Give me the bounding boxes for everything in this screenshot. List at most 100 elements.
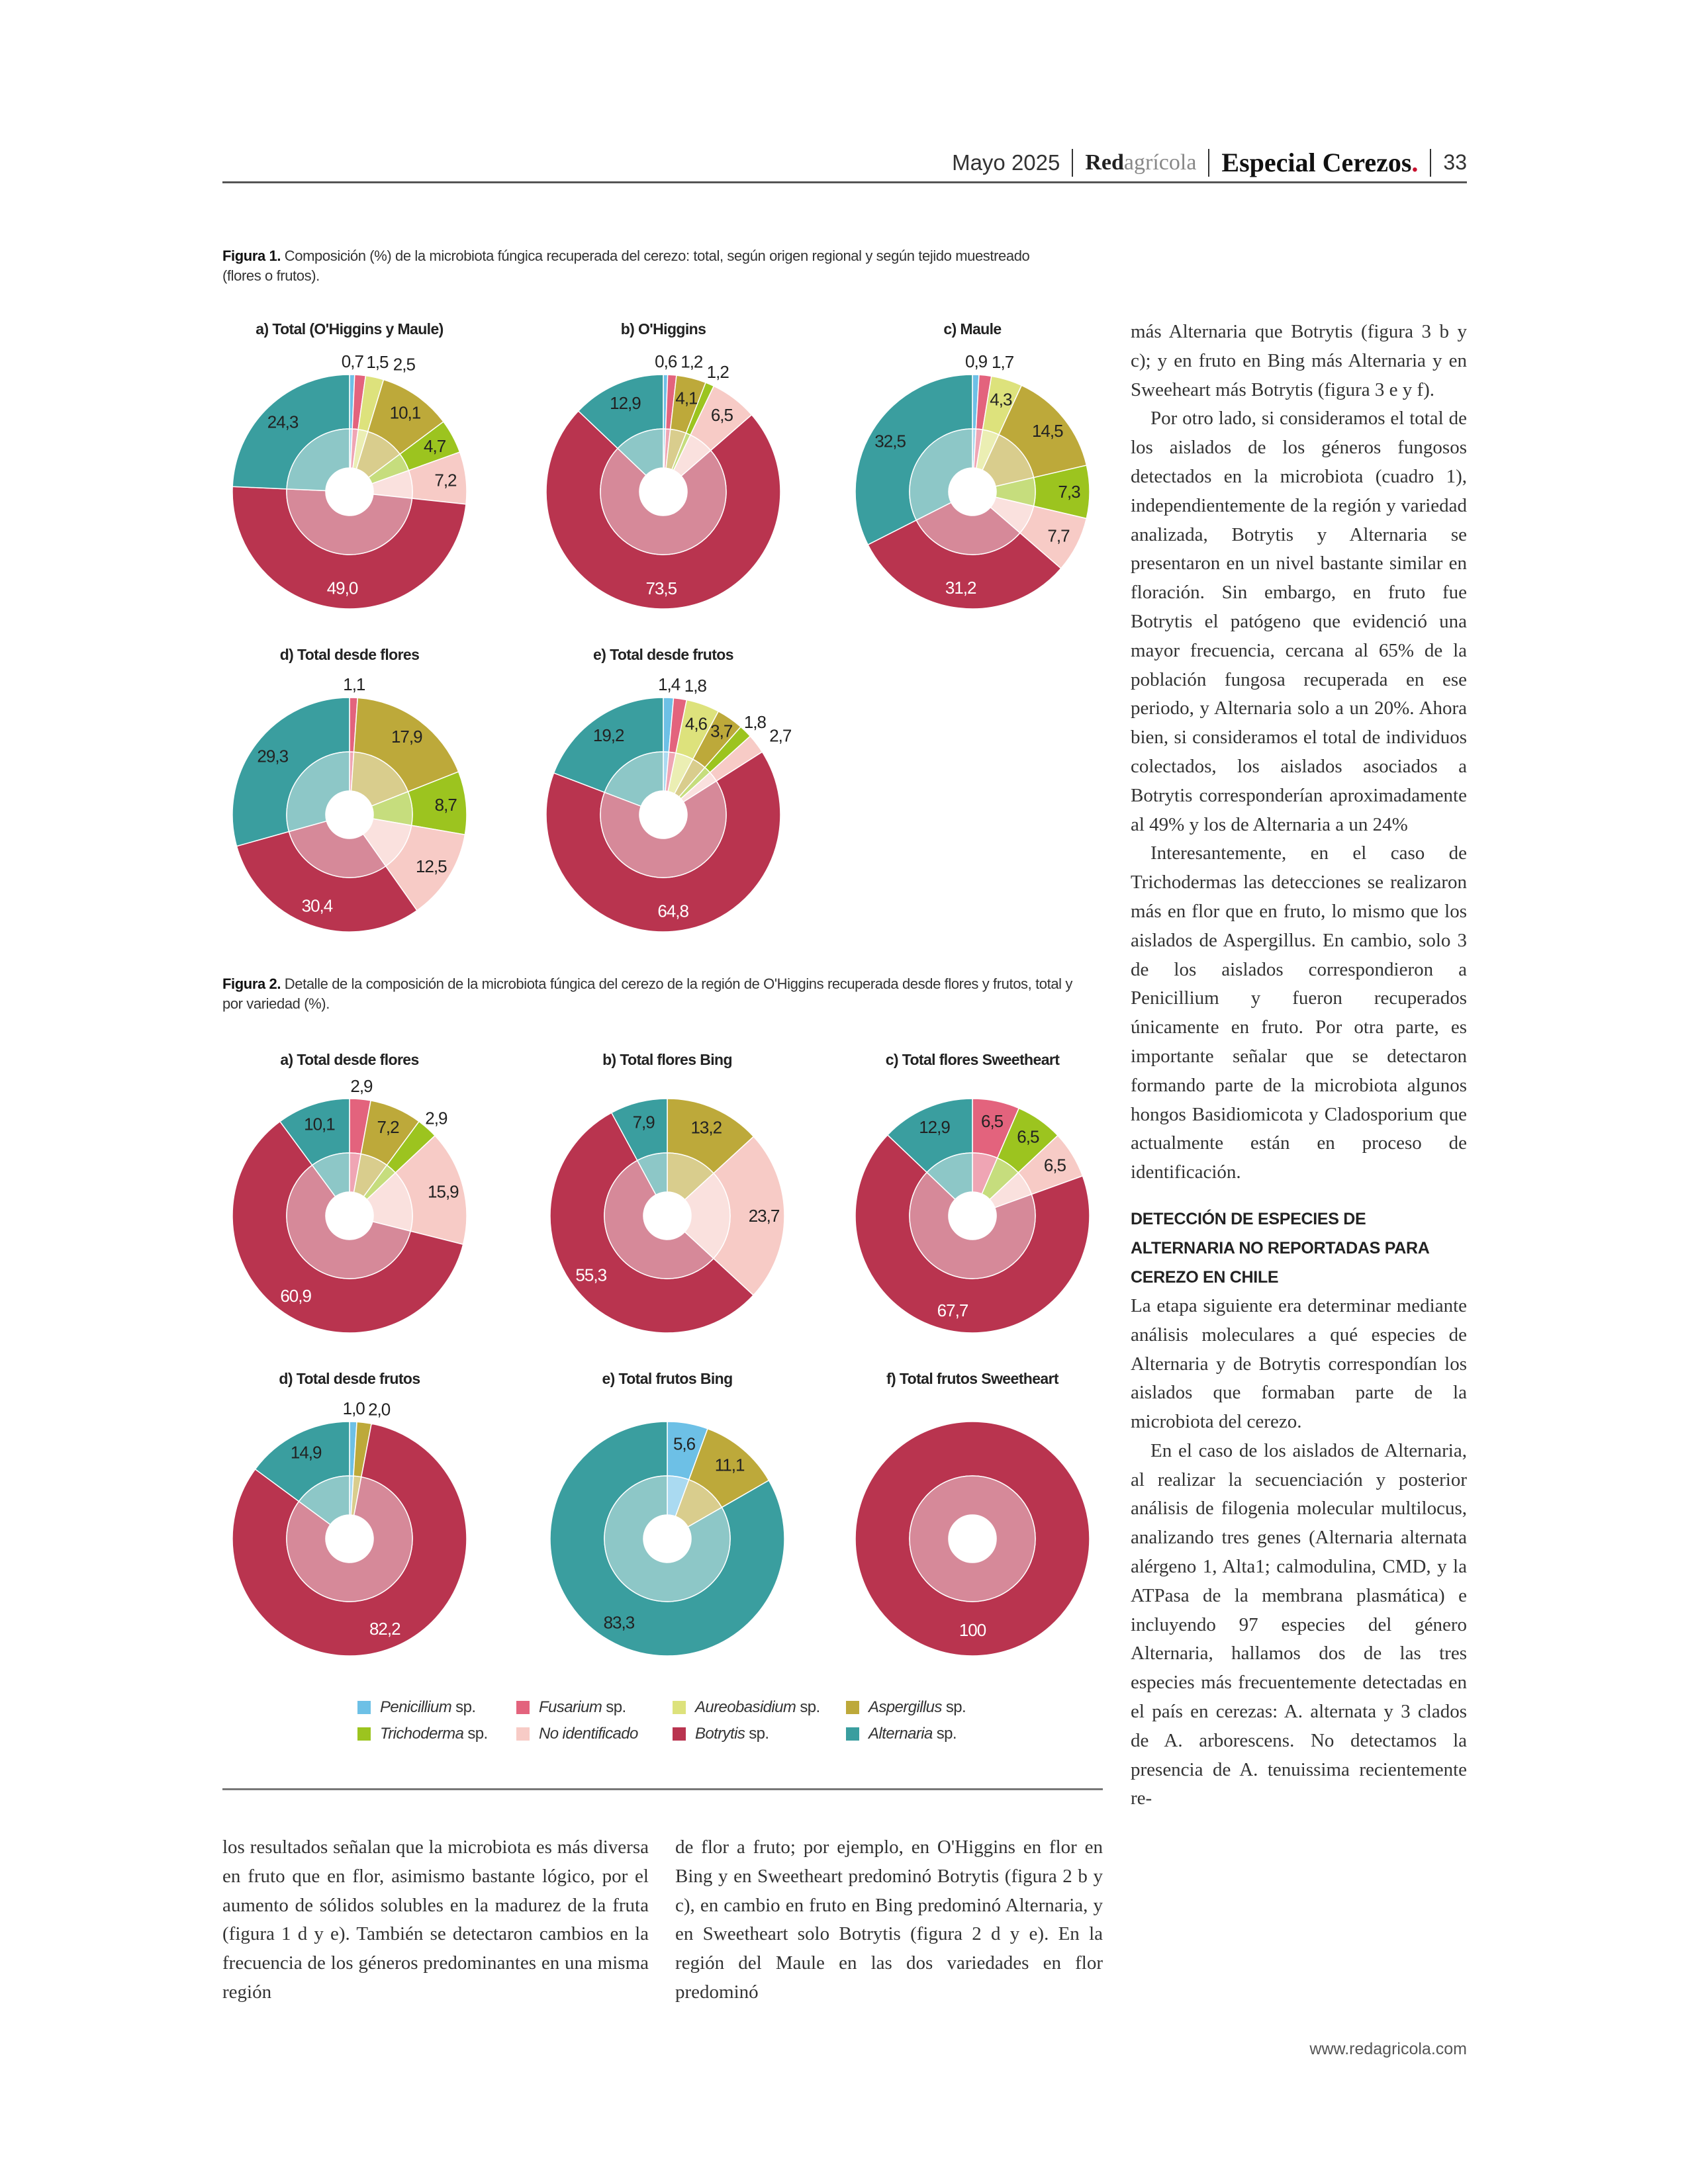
data-label: 55,3 [575,1265,606,1285]
data-label: 1,1 [343,674,365,694]
brand-logo: Redagrícola [1085,150,1196,175]
issue-date: Mayo 2025 [952,150,1060,175]
donut-chart: 100 [855,1421,1090,1657]
legend-label: Fusarium sp. [539,1698,626,1717]
legend-swatch [516,1701,530,1714]
page-header: Mayo 2025 Redagrícola Especial Cerezos. … [952,147,1467,178]
legend-genus: Botrytis [695,1725,745,1743]
data-label: 2,9 [425,1109,447,1128]
data-label: 6,5 [711,405,733,425]
data-label: 60,9 [280,1286,311,1306]
legend-swatch [357,1727,371,1741]
donut-chart: 5,6 11,1 83,3 [549,1421,785,1657]
legend-suffix: sp. [745,1725,769,1743]
slice-inner-alternaria [926,1152,973,1201]
chart-title: c) Maule [943,320,1002,338]
brand-bold: Red [1085,150,1124,175]
figure1-caption-text: Composición (%) de la microbiota fúngica… [222,248,1030,284]
slice-inner-botrytis [286,1164,412,1279]
data-label: 17,9 [391,727,422,747]
data-label: 6,5 [1044,1156,1066,1175]
chart-title: e) Total frutos Bing [602,1370,733,1387]
figure1-label: Figura 1. [222,248,281,264]
data-label: 23,7 [749,1206,780,1226]
data-label: 4,3 [990,389,1012,409]
data-label: 7,2 [434,471,457,490]
slice-inner-botrytis [288,820,387,878]
slice-inner-botrytis [286,1476,413,1602]
slice-inner-alternaria [604,1475,731,1602]
figure-rule [222,1788,1103,1790]
data-label: 31,2 [945,578,976,598]
slice-inner-alternaria [286,428,350,492]
data-label: 83,3 [604,1612,635,1632]
data-label: 1,2 [680,352,703,372]
paragraph: los resultados señalan que la microbiota… [222,1837,649,2003]
data-label: 12,9 [919,1117,950,1137]
slice-inner-alternaria [617,428,664,477]
donut-chart: 0,6 1,24,11,26,573,512,9 [545,351,781,610]
chart-title: f) Total frutos Sweetheart [886,1370,1059,1387]
figure2-label: Figura 2. [222,976,281,992]
data-label: 4,7 [424,436,446,456]
slice-inner-botrytis [915,502,1021,555]
figure2-caption: Figura 2. Detalle de la composición de l… [222,974,1096,1014]
legend-genus: Alternaria [868,1725,933,1743]
data-label: 0,9 [965,351,988,371]
section-dot: . [1411,148,1419,177]
data-label: 15,9 [428,1181,459,1201]
data-label: 73,5 [645,578,677,598]
legend-label: Penicillium sp. [380,1698,476,1717]
legend-swatch [846,1727,859,1741]
chart-title: a) Total desde flores [280,1051,419,1068]
data-label: 7,9 [633,1112,655,1132]
data-label: 5,6 [673,1433,696,1453]
donut-chart: 1,0 2,0 82,2 14,9 [232,1398,467,1657]
footer-url: www.redagricola.com [1309,2040,1467,2058]
chart-title: c) Total flores Sweetheart [885,1051,1060,1068]
legend-label: No identificado [539,1725,638,1743]
data-label: 29,3 [257,747,288,766]
slice-inner-botrytis [909,1475,1036,1602]
paragraph: más Alternaria que Botrytis (figura 3 b … [1131,321,1467,400]
data-label: 19,2 [593,725,624,745]
legend-suffix: sp. [463,1725,488,1743]
legend-item: Penicillium sp. [357,1698,516,1717]
data-label: 1,2 [707,362,729,382]
data-label: 1,8 [744,712,767,732]
paragraph: Por otro lado, si consideramos el total … [1131,408,1467,835]
data-label: 7,7 [1047,525,1070,545]
legend-swatch [357,1701,371,1714]
slice-inner-botrytis [600,447,727,555]
slice-inner-alternaria [636,1152,668,1196]
section-title: Especial Cerezos. [1221,147,1418,178]
slice-inner-alternaria [909,428,973,521]
slice-inner-aspergillus [350,751,409,807]
brand-light: agrícola [1123,150,1197,175]
legend-item: Aureobasidium sp. [673,1698,846,1717]
data-label: 12,5 [416,856,447,876]
right-column-text: más Alternaria que Botrytis (figura 3 b … [1131,318,1467,1813]
donut-chart: 0,7 1,5 2,5 10,14,7 7,2 49,0 24,3 [232,351,467,610]
slice-inner-alternaria [311,1152,350,1198]
legend-label: Botrytis sp. [695,1725,769,1743]
data-label: 0,7 [342,351,364,371]
data-label: 30,4 [302,896,333,916]
data-label: 1,4 [658,674,680,694]
data-label: 4,6 [685,714,708,734]
legend-genus: Aspergillus [868,1698,942,1716]
chart-title: d) Total desde flores [279,646,420,663]
data-label: 24,3 [267,412,299,432]
data-label: 6,5 [981,1111,1004,1131]
legend-suffix: sp. [796,1698,820,1716]
legend-genus: No identificado [539,1725,638,1743]
slice-inner-alternaria [286,751,350,833]
data-label: 7,2 [377,1117,399,1137]
legend-suffix: sp. [602,1698,626,1716]
chart-title: a) Total (O'Higgins y Maule) [256,320,444,338]
data-label: 4,1 [675,388,698,408]
legend-item: Trichoderma sp. [357,1725,516,1743]
bottom-column-2: de flor a fruto; por ejemplo, en O'Higgi… [675,1833,1103,2007]
legend-swatch [673,1727,686,1741]
data-label: 1,8 [684,676,707,696]
